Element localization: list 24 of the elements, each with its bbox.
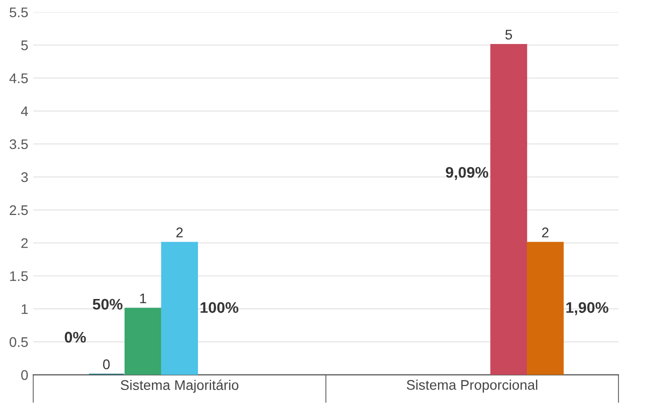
y-tick-label: 1.5 xyxy=(10,271,28,282)
data-label: 2 xyxy=(176,228,183,238)
y-tick-label: 4 xyxy=(20,106,28,116)
annotation: 9,09% xyxy=(446,166,488,180)
y-tick-label: 1 xyxy=(22,304,28,314)
y-tick-label: 0 xyxy=(21,370,28,380)
y-tick-label: 2.5 xyxy=(10,205,28,216)
data-label: 2 xyxy=(542,228,548,238)
y-tick-label: 3.5 xyxy=(10,139,28,150)
data-label: 5 xyxy=(505,30,512,40)
y-tick-label: 4.5 xyxy=(9,74,28,84)
y-tick-label: 2 xyxy=(21,238,28,248)
x-tick-label: Sistema Majoritário xyxy=(120,380,238,393)
data-label: 1 xyxy=(140,294,146,304)
y-tick-label: 3 xyxy=(21,172,28,182)
y-tick-label: 5 xyxy=(21,40,28,50)
annotation: 50% xyxy=(92,298,122,310)
annotation: 1,90% xyxy=(566,302,608,316)
data-label: 0 xyxy=(103,359,110,370)
annotation: 0% xyxy=(64,332,86,343)
y-tick-label: 0.5 xyxy=(10,337,28,347)
x-tick-label: Sistema Proporcional xyxy=(406,380,538,393)
annotation: 100% xyxy=(200,302,238,313)
y-tick-label: 5.5 xyxy=(10,8,28,18)
